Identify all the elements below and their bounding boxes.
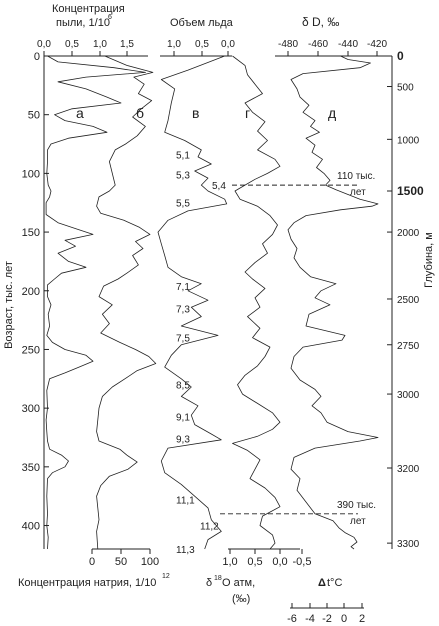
curve-d xyxy=(232,55,281,550)
dust-tick-label: 0,0 xyxy=(37,39,51,50)
curve-label-e: д xyxy=(328,105,336,121)
ice-volume-axis-title: Объем льда xyxy=(170,17,234,29)
curve-label-b: б xyxy=(136,105,144,121)
marker-label-line1: 390 тыс. xyxy=(337,500,376,511)
stage-label: 11,3 xyxy=(176,545,195,556)
dust-tick-label: 1,5 xyxy=(120,39,134,50)
temperature-tick-label: 2 xyxy=(359,613,365,625)
stage-label: 7,3 xyxy=(176,304,190,315)
dust-axis-title-sup: 6 xyxy=(108,14,112,21)
depth-tick-label: 2000 xyxy=(397,228,420,239)
curve-label-d: г xyxy=(245,105,250,121)
deuterium-axis-title: δ D, ‰ xyxy=(302,15,339,29)
stage-label: 9,1 xyxy=(176,412,190,423)
o18-tick-label: 1,0 xyxy=(222,556,237,568)
ice-volume-tick-label: 1,0 xyxy=(167,39,181,50)
temperature-axis-title: t°C xyxy=(327,577,342,589)
depth-tick-label: 1500 xyxy=(397,184,424,198)
sodium-tick-label: 50 xyxy=(115,556,127,568)
o18-axis-unit: (‰) xyxy=(232,593,250,605)
depth-axis-ticks: 0 500 1000 1500 2000 2500 2750 3000 3200 3300 xyxy=(387,49,424,550)
stage-label: 7,1 xyxy=(176,282,190,293)
stage-label: 5,4 xyxy=(212,181,226,192)
deuterium-tick-label: -420 xyxy=(367,39,387,50)
age-tick-label: 200 xyxy=(22,286,40,298)
stage-label: 11,1 xyxy=(176,496,195,507)
curve-a xyxy=(45,55,146,550)
o18-axis-title-sup: 18 xyxy=(214,575,222,582)
dust-axis-title-line1: Концентрация xyxy=(52,3,125,15)
temperature-tick-label: 0 xyxy=(341,613,347,625)
age-axis-label: Возраст, тыс. лет xyxy=(3,261,15,349)
stage-labels: 5,1 5,3 5,4 5,5 7,1 7,3 7,5 8,5 9,1 9,3 11,1 11,2 11… xyxy=(176,151,226,556)
sodium-axis-title-sup: 12 xyxy=(162,573,170,580)
ice-volume-tick-label: 0,5 xyxy=(195,39,209,50)
top-axis-ticks: 0,0 0,5 1,0 1,5 1,0 0,5 0,0 -480 -460 -440 -420 xyxy=(37,39,387,56)
marker-label-line2: лет xyxy=(350,187,366,198)
o18-tick-label: 0,0 xyxy=(272,556,287,568)
age-tick-label: 0 xyxy=(34,51,40,63)
o18-tick-label: 0,5 xyxy=(247,556,262,568)
bottom-axis-ticks: 0 50 100 1,0 0,5 0,0 -0,5-6 -4 -2 0 2 xyxy=(89,549,365,625)
deuterium-tick-label: -480 xyxy=(278,39,298,50)
age-tick-label: 50 xyxy=(28,110,40,122)
sodium-tick-label: 100 xyxy=(141,556,159,568)
depth-tick-label: 500 xyxy=(397,83,414,94)
stage-label: 7,5 xyxy=(176,334,190,345)
stage-label: 9,3 xyxy=(176,435,190,446)
depth-tick-label: 2750 xyxy=(397,341,420,352)
temperature-tick-label: -2 xyxy=(322,613,332,625)
depth-tick-label: 0 xyxy=(397,49,404,63)
deuterium-tick-label: -460 xyxy=(308,39,328,50)
temperature-tick-label: -4 xyxy=(305,613,315,625)
depth-axis-label: Глубина, м xyxy=(423,232,435,288)
depth-tick-label: 3300 xyxy=(397,539,420,550)
age-tick-label: 250 xyxy=(22,344,40,356)
dust-tick-label: 1,0 xyxy=(93,39,107,50)
event-markers: 110 тыс. лет 390 тыс. лет xyxy=(220,171,376,527)
depth-tick-label: 3200 xyxy=(397,464,420,475)
temperature-axis-title-delta: Δ xyxy=(318,577,326,589)
age-tick-label: 150 xyxy=(22,227,40,239)
o18-tick-label: -0,5 xyxy=(293,556,312,568)
temperature-tick-label: -6 xyxy=(287,613,297,625)
depth-tick-label: 3000 xyxy=(397,390,420,401)
stage-label: 5,5 xyxy=(176,199,190,210)
stage-label: 5,3 xyxy=(176,171,190,182)
dust-axis-title-line2: пыли, 1/10 xyxy=(56,17,110,29)
curves xyxy=(45,55,379,550)
marker-label-line2: лет xyxy=(350,516,366,527)
stage-label: 11,2 xyxy=(200,522,219,533)
o18-axis-title-delta: δ xyxy=(206,577,212,589)
age-tick-label: 400 xyxy=(22,521,40,533)
stage-label: 5,1 xyxy=(176,151,190,162)
sodium-tick-label: 0 xyxy=(89,556,95,568)
o18-axis-title: O атм, xyxy=(222,577,255,589)
ice-volume-tick-label: 0,0 xyxy=(221,39,235,50)
curve-b xyxy=(96,55,157,550)
age-tick-label: 300 xyxy=(22,403,40,415)
age-tick-label: 100 xyxy=(22,168,40,180)
curve-label-c: в xyxy=(192,105,199,121)
age-tick-label: 350 xyxy=(22,462,40,474)
curve-label-a: а xyxy=(76,105,84,121)
dust-tick-label: 0,5 xyxy=(65,39,79,50)
depth-tick-label: 2500 xyxy=(397,295,420,306)
age-axis-ticks: 0 50 100 150 200 250 300 350 400 xyxy=(22,51,49,533)
stage-label: 8,5 xyxy=(176,381,190,392)
sodium-axis-title: Концентрация натрия, 1/10 xyxy=(18,577,156,589)
curve-c xyxy=(157,55,228,550)
marker-label-line1: 110 тыс. xyxy=(337,171,375,182)
curve-labels: а б в г д xyxy=(76,105,336,121)
depth-tick-label: 1000 xyxy=(397,135,420,146)
deuterium-tick-label: -440 xyxy=(338,39,358,50)
curve-e xyxy=(287,55,379,550)
